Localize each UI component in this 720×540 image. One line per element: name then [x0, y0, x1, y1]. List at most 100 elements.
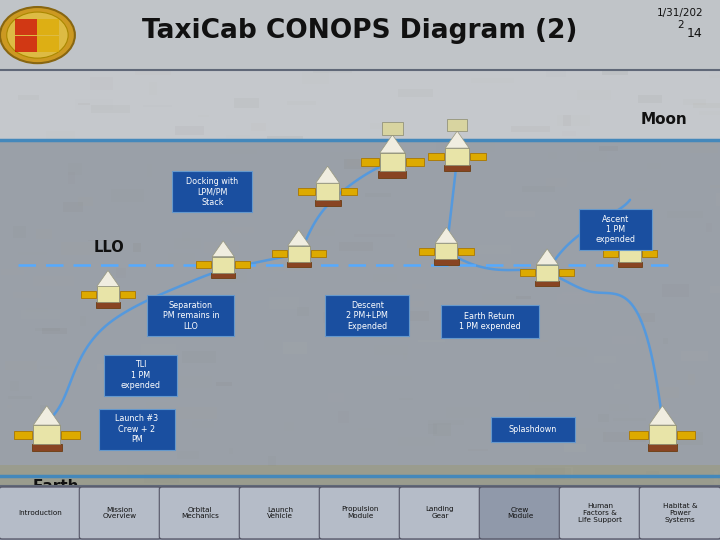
FancyBboxPatch shape — [399, 311, 429, 321]
FancyBboxPatch shape — [344, 159, 383, 170]
FancyBboxPatch shape — [269, 456, 276, 466]
FancyBboxPatch shape — [141, 344, 176, 357]
Text: Launch
Vehicle: Launch Vehicle — [267, 507, 293, 519]
FancyBboxPatch shape — [480, 487, 561, 539]
FancyBboxPatch shape — [235, 261, 251, 268]
FancyBboxPatch shape — [5, 361, 37, 370]
FancyBboxPatch shape — [61, 430, 80, 439]
FancyBboxPatch shape — [716, 193, 720, 206]
FancyBboxPatch shape — [433, 423, 451, 436]
FancyBboxPatch shape — [642, 251, 657, 257]
FancyBboxPatch shape — [213, 321, 233, 332]
FancyBboxPatch shape — [99, 409, 175, 450]
FancyBboxPatch shape — [693, 104, 720, 108]
Text: Ascent
1 PM
expended: Ascent 1 PM expended — [595, 214, 636, 245]
FancyBboxPatch shape — [535, 281, 559, 286]
FancyBboxPatch shape — [96, 302, 120, 308]
FancyBboxPatch shape — [133, 243, 141, 252]
FancyBboxPatch shape — [618, 262, 642, 267]
FancyBboxPatch shape — [120, 291, 135, 298]
FancyBboxPatch shape — [407, 240, 429, 248]
Polygon shape — [536, 249, 558, 265]
FancyBboxPatch shape — [434, 259, 459, 265]
FancyBboxPatch shape — [313, 63, 352, 73]
FancyBboxPatch shape — [61, 242, 96, 255]
FancyBboxPatch shape — [339, 242, 373, 251]
Polygon shape — [649, 406, 676, 425]
FancyBboxPatch shape — [379, 171, 406, 178]
FancyBboxPatch shape — [428, 153, 444, 160]
FancyBboxPatch shape — [239, 487, 320, 539]
FancyBboxPatch shape — [33, 425, 60, 444]
Polygon shape — [97, 271, 119, 286]
FancyBboxPatch shape — [536, 265, 558, 281]
FancyBboxPatch shape — [441, 305, 539, 338]
Text: Habitat &
Power
Systems: Habitat & Power Systems — [662, 503, 697, 523]
FancyBboxPatch shape — [16, 139, 55, 143]
FancyBboxPatch shape — [602, 63, 628, 75]
FancyBboxPatch shape — [299, 188, 315, 195]
FancyBboxPatch shape — [540, 340, 549, 342]
FancyBboxPatch shape — [97, 286, 119, 302]
FancyBboxPatch shape — [710, 286, 720, 293]
Polygon shape — [212, 241, 234, 256]
FancyBboxPatch shape — [382, 122, 403, 135]
FancyBboxPatch shape — [445, 148, 469, 165]
Text: Separation
PM remains in
LLO: Separation PM remains in LLO — [163, 301, 219, 331]
FancyBboxPatch shape — [565, 467, 573, 478]
FancyBboxPatch shape — [348, 159, 384, 166]
Text: Human
Factors &
Life Support: Human Factors & Life Support — [578, 503, 622, 523]
FancyBboxPatch shape — [412, 284, 426, 289]
FancyBboxPatch shape — [491, 417, 575, 442]
Polygon shape — [619, 230, 641, 246]
Text: 14: 14 — [686, 27, 702, 40]
FancyBboxPatch shape — [447, 119, 467, 131]
FancyBboxPatch shape — [470, 153, 486, 160]
Polygon shape — [316, 166, 340, 183]
FancyBboxPatch shape — [315, 200, 341, 206]
FancyBboxPatch shape — [559, 269, 575, 276]
Polygon shape — [288, 230, 310, 246]
FancyBboxPatch shape — [677, 430, 696, 439]
FancyBboxPatch shape — [649, 425, 676, 444]
FancyBboxPatch shape — [444, 165, 470, 171]
FancyBboxPatch shape — [63, 201, 84, 212]
Text: Introduction: Introduction — [18, 510, 62, 516]
FancyBboxPatch shape — [173, 171, 252, 212]
FancyBboxPatch shape — [176, 407, 217, 419]
Text: Descent
2 PM+LPM
Expended: Descent 2 PM+LPM Expended — [346, 301, 388, 331]
FancyBboxPatch shape — [319, 487, 401, 539]
Polygon shape — [33, 406, 60, 425]
FancyBboxPatch shape — [516, 296, 531, 299]
FancyBboxPatch shape — [577, 90, 611, 100]
FancyBboxPatch shape — [81, 291, 96, 298]
FancyBboxPatch shape — [364, 193, 391, 197]
FancyBboxPatch shape — [6, 405, 12, 408]
FancyBboxPatch shape — [639, 313, 655, 322]
Text: Propulsion
Module: Propulsion Module — [341, 507, 379, 519]
Circle shape — [6, 12, 68, 58]
Text: Earth: Earth — [32, 479, 79, 494]
Text: Docking with
LPM/PM
Stack: Docking with LPM/PM Stack — [186, 177, 238, 207]
FancyBboxPatch shape — [196, 261, 211, 268]
FancyBboxPatch shape — [0, 70, 720, 486]
FancyBboxPatch shape — [599, 146, 618, 151]
Polygon shape — [436, 227, 457, 243]
FancyBboxPatch shape — [15, 19, 37, 35]
FancyBboxPatch shape — [148, 295, 235, 336]
FancyBboxPatch shape — [559, 487, 641, 539]
Polygon shape — [445, 131, 469, 148]
FancyBboxPatch shape — [520, 269, 535, 276]
FancyBboxPatch shape — [104, 355, 177, 396]
FancyBboxPatch shape — [35, 328, 60, 330]
FancyBboxPatch shape — [311, 251, 326, 257]
Text: TaxiCab CONOPS Diagram (2): TaxiCab CONOPS Diagram (2) — [143, 18, 577, 44]
FancyBboxPatch shape — [419, 248, 434, 254]
FancyBboxPatch shape — [78, 197, 93, 206]
FancyBboxPatch shape — [37, 36, 59, 52]
FancyBboxPatch shape — [690, 142, 718, 153]
FancyBboxPatch shape — [0, 465, 720, 486]
FancyBboxPatch shape — [15, 36, 37, 52]
FancyBboxPatch shape — [657, 388, 679, 398]
FancyBboxPatch shape — [288, 246, 310, 262]
